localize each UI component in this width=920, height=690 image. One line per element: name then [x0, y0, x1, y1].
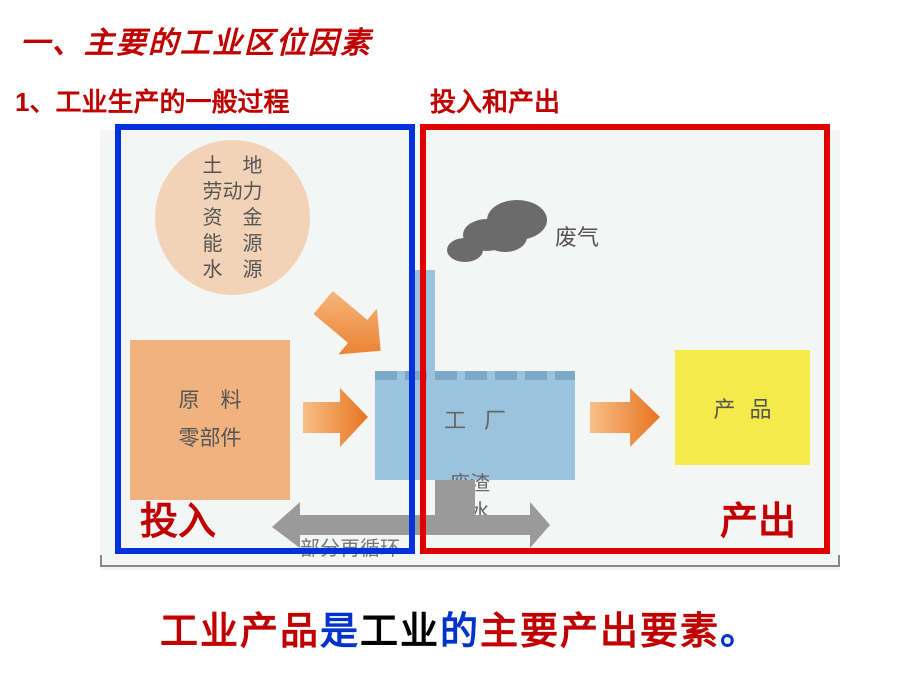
resource-line: 土 地	[203, 153, 263, 179]
resource-line: 资 金	[203, 205, 263, 231]
materials-line: 零部件	[179, 420, 242, 458]
tick	[100, 555, 102, 567]
subtitle-left-text: 工业生产的一般过程	[55, 87, 289, 117]
subtitle-right: 投入和产出	[430, 82, 560, 119]
subtitle-number: 1、	[15, 87, 55, 117]
tick	[838, 555, 840, 567]
resource-line: 能 源	[203, 231, 263, 257]
conclusion-part: 是	[320, 611, 360, 653]
resource-inputs-circle: 土 地 劳动力 资 金 能 源 水 源	[155, 140, 310, 295]
factory-icon: 工厂	[375, 335, 575, 480]
arrow-factory-to-product	[585, 380, 665, 455]
exhaust-gas-label: 废气	[555, 220, 599, 252]
conclusion-part: 。	[720, 611, 760, 653]
input-big-label: 投入	[140, 490, 216, 545]
conclusion-part: 工业	[360, 611, 440, 653]
main-title: 一、主要的工业区位因素	[20, 18, 372, 62]
conclusion-text: 工业产品是工业的主要产出要素。	[0, 600, 920, 655]
output-big-label: 产出	[720, 490, 796, 545]
materials-box: 原 料 零部件	[130, 340, 290, 500]
conclusion-part: 工业产品	[160, 611, 320, 653]
materials-line: 原 料	[179, 382, 242, 420]
factory-chimney	[410, 270, 435, 380]
conclusion-part: 的	[440, 611, 480, 653]
conclusion-part: 主要产出要素	[480, 611, 720, 653]
baseline	[100, 565, 840, 567]
factory-label: 工厂	[426, 403, 524, 435]
smoke-icon	[435, 185, 555, 275]
product-box: 产品	[675, 350, 810, 465]
resource-line: 劳动力	[203, 179, 263, 205]
arrow-materials-to-factory	[298, 380, 373, 455]
recycle-label: 部分再循环	[300, 532, 400, 561]
subtitle-left: 1、工业生产的一般过程	[15, 82, 289, 119]
resource-line: 水 源	[203, 257, 263, 283]
